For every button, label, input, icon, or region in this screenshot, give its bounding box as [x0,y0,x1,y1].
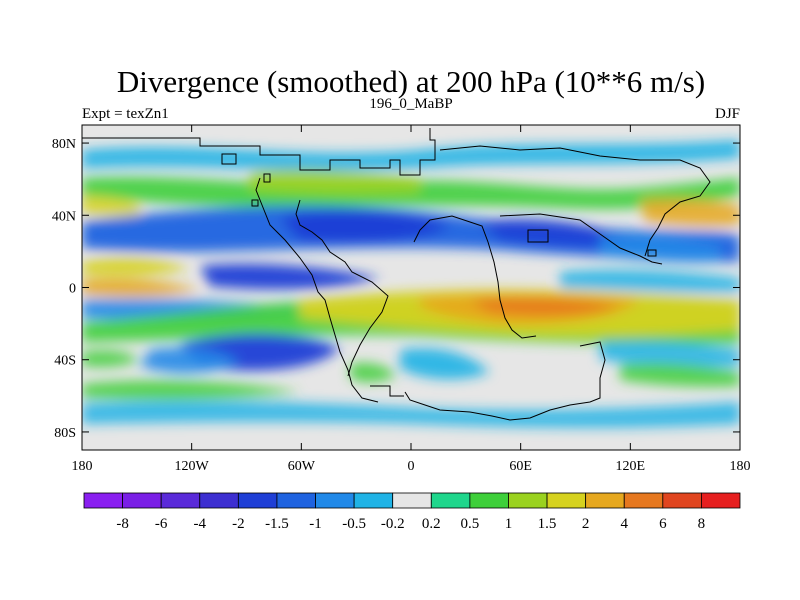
colorbar-label: -4 [194,516,207,532]
colorbar-swatch [623,492,664,509]
band-north-yellow [250,169,420,195]
colorbar-swatch [585,492,625,509]
colorbar-label: -0.2 [381,516,405,532]
colorbar-swatch [392,492,432,509]
band-south-cyan [140,347,240,374]
x-tick-label: 120W [175,459,210,474]
subtitle-right: DJF [715,106,740,122]
colorbar-swatch [315,492,355,509]
lake-box-4 [527,229,549,243]
band-subtropics-dark [280,210,450,243]
subtitle-center: 196_0_MaBP [369,96,452,112]
coast-greenland-north-america [82,128,436,176]
colorbar-swatch [160,492,201,509]
coast-africa-eurasia [413,215,537,339]
lake-box-1 [221,153,237,165]
band-ne-orange [640,198,740,227]
colorbar-swatch [83,492,123,509]
coast-america-east [295,199,389,377]
x-tick-label: 0 [408,459,415,474]
colorbar-swatch [276,492,316,509]
y-tick-label: 80N [52,137,76,152]
band-eq-yellow [82,257,190,276]
colorbar-swatch [469,492,509,509]
colorbar-label: -1 [309,516,322,532]
x-tick-label: 60E [509,459,532,474]
colorbar-swatch [662,492,702,509]
colorbar-label: -8 [116,516,129,532]
colorbar-label: 1 [505,516,513,532]
coast-asia-south [499,213,663,265]
colorbar-swatch [430,492,471,509]
band-south-green-c [350,362,396,383]
x-tick-label: 180 [72,459,93,474]
colorbar-label: 8 [698,516,706,532]
colorbar-label: -6 [155,516,168,532]
colorbar-label: 6 [659,516,667,532]
band-eq-cyan-e [560,269,740,293]
field-bands [82,140,740,428]
band-north-green [82,176,740,210]
colorbar: -8 -6 -4 -2 -1.5 -1 -0.5 -0.2 0.2 0.5 1 1.5 2 4 6 8 [83,492,741,532]
band-north-cyan [82,140,740,171]
colorbar-label: 0.2 [422,516,441,532]
colorbar-label: -2 [232,516,245,532]
colorbar-swatch [508,492,548,509]
colorbar-swatch [701,492,741,509]
colorbar-label: -0.5 [342,516,366,532]
x-tick-label: 60W [288,459,316,474]
y-tick-label: 0 [69,282,76,297]
colorbar-swatch [122,492,162,509]
band-south-cyan-c [400,348,490,380]
band-eq-blue [200,263,380,290]
y-tick-label: 40S [54,354,76,369]
y-tick-label: 80S [54,426,76,441]
band-west-yellow [82,196,140,217]
colorbar-swatch [546,492,587,509]
coast-america-west [255,177,379,403]
colorbar-swatch [353,492,394,509]
lake-box-5 [647,249,657,257]
band-southern-cyan [82,401,740,428]
band-asia-cyan [600,234,720,263]
x-tick-label: 120E [616,459,646,474]
coast-eurasia-north [439,145,711,257]
band-southern-green [82,380,300,400]
colorbar-label: 2 [582,516,590,532]
coastlines [82,128,711,421]
colorbar-label: -1.5 [265,516,289,532]
colorbar-label: 4 [620,516,628,532]
colorbar-swatch [237,492,278,509]
colorbar-swatch [199,492,239,509]
map-plot [82,125,740,450]
axes: 180 120W 60W 0 60E 120E 180 80N 40N 0 40S 80S [52,125,751,474]
coast-australia [404,341,606,421]
y-tick-label: 40N [52,209,76,224]
x-tick-label: 180 [730,459,751,474]
colorbar-label: 0.5 [461,516,480,532]
band-south-green-e [620,362,740,387]
band-south-cyan-e [600,340,740,367]
band-eq-orange-w [82,278,200,297]
chart-title: Divergence (smoothed) at 200 hPa (10**6 … [117,64,705,99]
colorbar-label: 1.5 [538,516,557,532]
coast-antarctic-edge [370,385,404,397]
band-tropics-darkorange [470,298,620,316]
band-south-green-l [82,350,140,368]
lake-box-2 [251,199,259,207]
subtitle-left: Expt = texZn1 [82,106,169,122]
lake-box-3 [263,173,271,183]
